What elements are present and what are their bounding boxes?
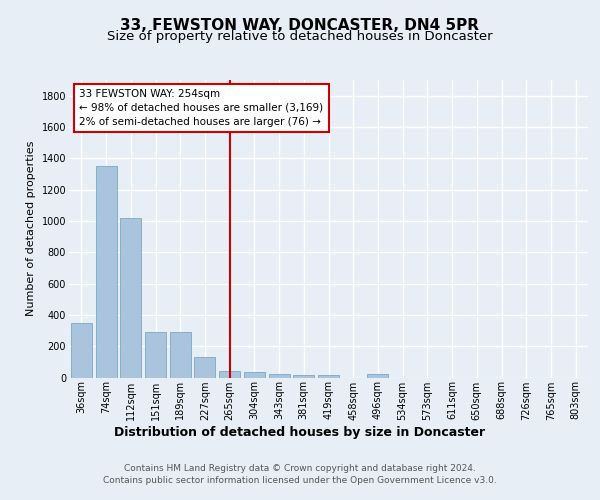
Text: Contains HM Land Registry data © Crown copyright and database right 2024.: Contains HM Land Registry data © Crown c… bbox=[124, 464, 476, 473]
Bar bbox=[269, 374, 290, 378]
Bar bbox=[219, 371, 240, 378]
Bar bbox=[244, 372, 265, 378]
Bar bbox=[71, 322, 92, 378]
Text: 33, FEWSTON WAY, DONCASTER, DN4 5PR: 33, FEWSTON WAY, DONCASTER, DN4 5PR bbox=[121, 18, 479, 32]
Bar bbox=[367, 374, 388, 378]
Bar bbox=[95, 166, 116, 378]
Bar bbox=[318, 375, 339, 378]
Text: 33 FEWSTON WAY: 254sqm
← 98% of detached houses are smaller (3,169)
2% of semi-d: 33 FEWSTON WAY: 254sqm ← 98% of detached… bbox=[79, 89, 323, 127]
Text: Size of property relative to detached houses in Doncaster: Size of property relative to detached ho… bbox=[107, 30, 493, 43]
Text: Contains public sector information licensed under the Open Government Licence v3: Contains public sector information licen… bbox=[103, 476, 497, 485]
Bar bbox=[170, 332, 191, 378]
Bar bbox=[120, 218, 141, 378]
Bar bbox=[194, 357, 215, 378]
Text: Distribution of detached houses by size in Doncaster: Distribution of detached houses by size … bbox=[115, 426, 485, 439]
Bar bbox=[293, 375, 314, 378]
Bar bbox=[145, 332, 166, 378]
Y-axis label: Number of detached properties: Number of detached properties bbox=[26, 141, 36, 316]
